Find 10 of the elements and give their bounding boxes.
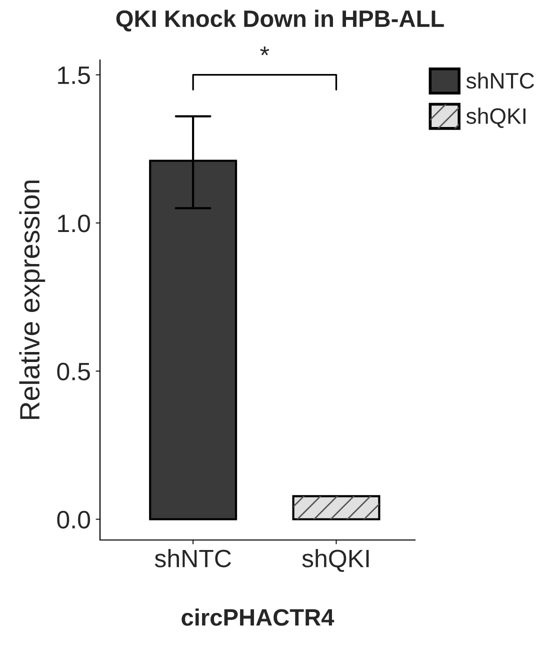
y-tick-label: 0.5 xyxy=(57,362,90,380)
legend-label: shNTC xyxy=(466,72,534,89)
text: * xyxy=(260,46,270,56)
legend-label: shQKI xyxy=(466,108,526,128)
chart-title: QKI Knock Down in HPB-ALL xyxy=(116,10,444,32)
y-tick-label: 1.5 xyxy=(58,66,90,84)
x-axis-title: circPHACTR4 xyxy=(182,608,334,626)
y-tick-label: 0.0 xyxy=(57,510,90,529)
y-axis-title: Relative expression xyxy=(19,180,46,419)
y-tick-label: 1.0 xyxy=(58,214,90,232)
